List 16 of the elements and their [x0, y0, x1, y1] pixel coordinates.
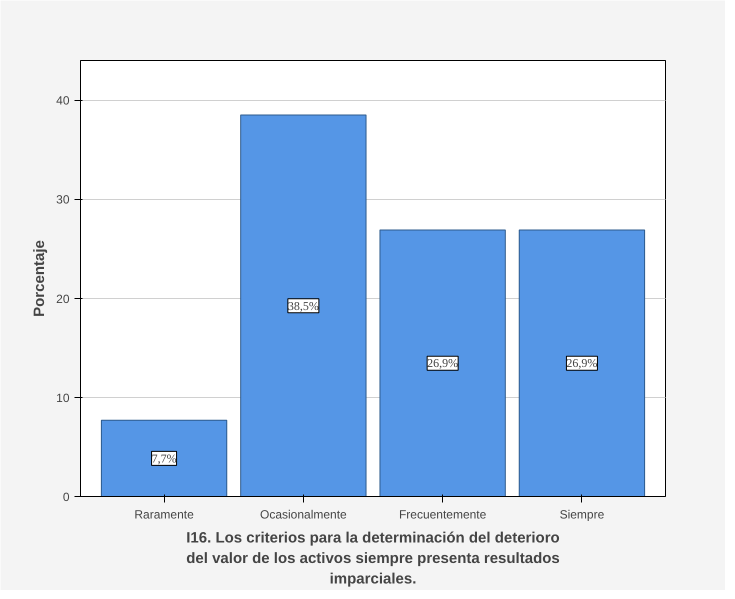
y-tick-label: 40	[56, 94, 70, 108]
bar	[379, 229, 506, 496]
y-tick-label: 10	[56, 390, 70, 405]
x-tick-label: Siempre	[560, 508, 605, 522]
y-tick-label: 30	[56, 192, 70, 207]
x-axis-title: I16. Los criterios para la determinación del deterioro del valor de los activos siempre presenta resultados imparciales.	[186, 530, 560, 588]
x-tick-label: Frecuentemente	[398, 508, 487, 522]
bar	[518, 229, 646, 496]
data-label: 38,5%	[288, 298, 319, 313]
bar	[100, 420, 228, 496]
x-tick-label: Raramente	[134, 508, 194, 522]
y-tick-label: 0	[62, 490, 70, 504]
y-axis-title: Porcentaje	[31, 240, 48, 317]
y-tick-label: 20	[56, 292, 70, 306]
bar	[240, 114, 367, 496]
x-tick-label: Ocasionalmente	[260, 508, 348, 522]
